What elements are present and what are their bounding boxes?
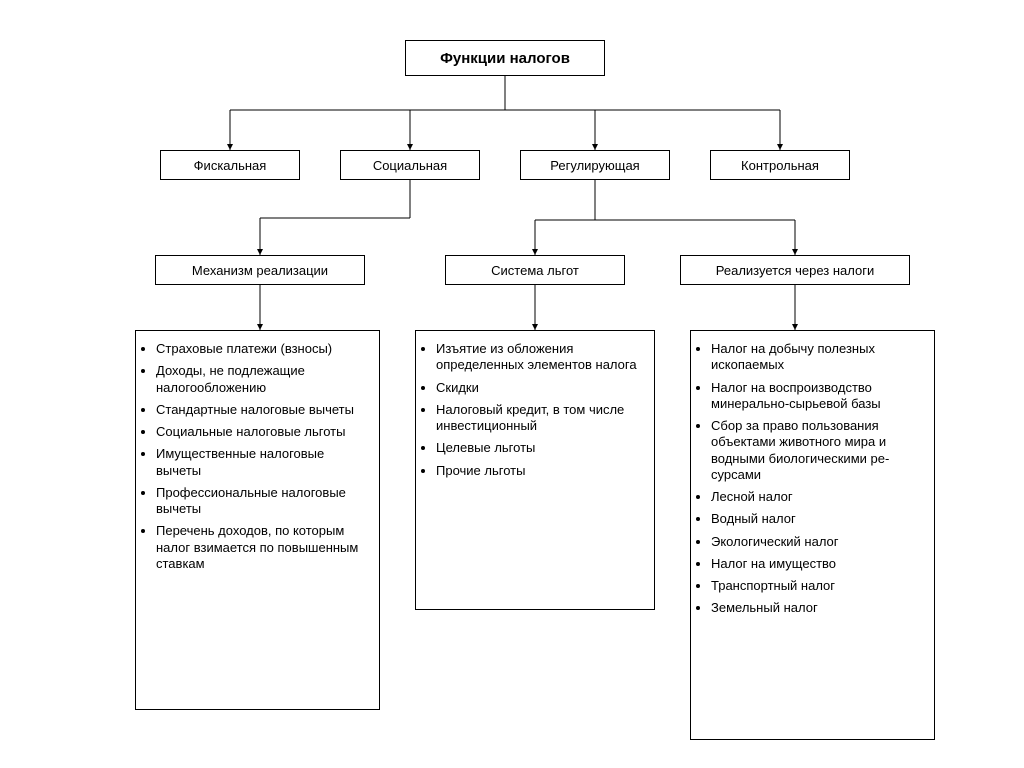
- list-item: Социальные налоговые льготы: [156, 424, 371, 440]
- list-item: Доходы, не подлежащие налогообложению: [156, 363, 371, 396]
- list-item: Целевые льготы: [436, 440, 646, 456]
- list-item: Экологический налог: [711, 534, 926, 550]
- list-benefits: Изъятие из обложения определенных элемен…: [415, 330, 655, 610]
- list-item: Лесной налог: [711, 489, 926, 505]
- node-benefits-label: Система льгот: [491, 263, 579, 278]
- list-item: Транспортный налог: [711, 578, 926, 594]
- node-via-taxes: Реализуется через налоги: [680, 255, 910, 285]
- list-item: Налог на имущество: [711, 556, 926, 572]
- list-benefits-items: Изъятие из обложения определенных элемен…: [422, 341, 646, 479]
- root-label: Функции налогов: [440, 50, 570, 67]
- list-item: Прочие льготы: [436, 463, 646, 479]
- list-item: Изъятие из обложения определенных элемен…: [436, 341, 646, 374]
- list-item: Имущественные нало­говые вычеты: [156, 446, 371, 479]
- node-mechanism-label: Механизм реализации: [192, 263, 328, 278]
- node-regul: Регулирующая: [520, 150, 670, 180]
- list-item: Сбор за право пользо­вания объектами жи­…: [711, 418, 926, 483]
- list-mechanism-items: Страховые платежи (взносы) Доходы, не по…: [142, 341, 371, 572]
- node-via-taxes-label: Реализуется через налоги: [716, 263, 874, 278]
- root-node: Функции налогов: [405, 40, 605, 76]
- node-mechanism: Механизм реализации: [155, 255, 365, 285]
- list-item: Налоговый кредит, в том числе инвестици­…: [436, 402, 646, 435]
- list-item: Земельный налог: [711, 600, 926, 616]
- node-regul-label: Регулирующая: [550, 158, 639, 173]
- list-item: Профессиональные на­логовые вычеты: [156, 485, 371, 518]
- list-item: Страховые платежи (взносы): [156, 341, 371, 357]
- list-item: Налог на добычу полез­ных ископаемых: [711, 341, 926, 374]
- list-taxes: Налог на добычу полез­ных ископаемых Нал…: [690, 330, 935, 740]
- list-item: Перечень доходов, по которым налог взима…: [156, 523, 371, 572]
- node-control: Контрольная: [710, 150, 850, 180]
- node-benefits: Система льгот: [445, 255, 625, 285]
- node-social-label: Социальная: [373, 158, 447, 173]
- list-taxes-items: Налог на добычу полез­ных ископаемых Нал…: [697, 341, 926, 617]
- node-social: Социальная: [340, 150, 480, 180]
- node-fiscal-label: Фискальная: [194, 158, 267, 173]
- list-item: Скидки: [436, 380, 646, 396]
- list-item: Налог на воспроиз­водство минерально-сыр…: [711, 380, 926, 413]
- node-control-label: Контрольная: [741, 158, 819, 173]
- list-item: Водный налог: [711, 511, 926, 527]
- list-item: Стандартные налого­вые вычеты: [156, 402, 371, 418]
- node-fiscal: Фискальная: [160, 150, 300, 180]
- list-mechanism: Страховые платежи (взносы) Доходы, не по…: [135, 330, 380, 710]
